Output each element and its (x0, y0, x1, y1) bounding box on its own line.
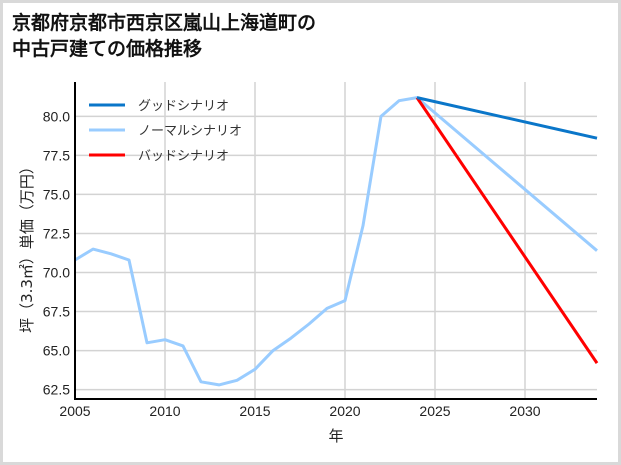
x-tick-label: 2010 (149, 403, 180, 419)
x-axis-label: 年 (328, 427, 343, 445)
y-axis-label: 坪（3.3㎡）単価（万円） (18, 159, 36, 333)
legend-label: グッドシナリオ (138, 99, 229, 114)
y-tick-label: 72.5 (43, 225, 70, 241)
series-lines (74, 96, 599, 387)
series-line (74, 96, 598, 387)
axes (74, 82, 597, 400)
gridlines (74, 82, 597, 399)
x-tick-label: 2020 (329, 403, 360, 419)
x-tick-label: 2025 (419, 403, 450, 419)
y-tick-label: 65.0 (43, 343, 70, 359)
y-tick-label: 75.0 (43, 186, 70, 202)
series-line (416, 96, 598, 140)
y-tick-label: 70.0 (43, 265, 70, 281)
y-tick-label: 62.5 (43, 382, 70, 398)
x-tick-label: 2030 (509, 403, 540, 419)
series-line (415, 96, 599, 364)
chart-title: 京都府京都市西京区嵐山上海道町の 中古戸建ての価格推移 (12, 12, 317, 60)
y-tick-label: 67.5 (43, 304, 70, 320)
y-tick-labels: 62.5 65.0 67.5 70.0 72.5 75.0 77.5 80.0 (43, 108, 70, 397)
x-tick-labels: 2005 2010 2015 2020 2025 2030 (59, 403, 540, 419)
x-tick-label: 2015 (239, 403, 270, 419)
legend-label: バッドシナリオ (138, 149, 229, 164)
y-tick-label: 77.5 (43, 147, 70, 163)
y-tick-label: 80.0 (43, 108, 70, 124)
x-tick-label: 2005 (59, 403, 90, 419)
legend-label: ノーマルシナリオ (138, 124, 242, 139)
